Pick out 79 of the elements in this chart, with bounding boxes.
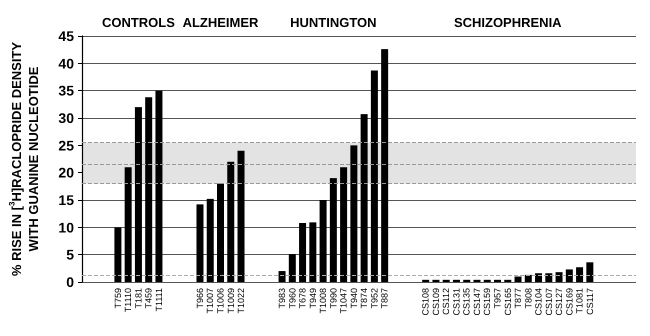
bar [196, 204, 204, 282]
bar [360, 114, 368, 282]
y-tick-label: 30 [58, 110, 74, 126]
x-tick-label: CS112 [441, 288, 452, 315]
bar [278, 271, 286, 282]
bar [206, 198, 214, 282]
x-tick-label: T957 [492, 288, 502, 309]
bar [299, 222, 306, 282]
x-tick-label: CS147 [472, 288, 482, 316]
x-tick-label: T952 [369, 288, 380, 309]
x-tick-label: CS109 [430, 288, 441, 316]
x-tick-label: T759 [112, 288, 123, 309]
x-tick-label: CS117 [584, 288, 595, 315]
bar [217, 184, 224, 282]
x-tick-label: CS104 [534, 288, 544, 316]
bar [350, 145, 358, 282]
bar [227, 162, 234, 282]
x-tick-label: T990 [328, 288, 338, 309]
x-tick-label: T1009 [226, 288, 236, 314]
x-tick-label: T1110 [123, 288, 134, 312]
x-tick-label: CS169 [564, 288, 574, 316]
y-tick-label: 10 [58, 219, 74, 236]
x-tick-label: CS131 [451, 288, 462, 316]
y-tick-label: 15 [58, 192, 74, 208]
bar [524, 274, 532, 282]
x-tick-label: CS108 [420, 288, 431, 316]
bar [381, 49, 388, 282]
bar [114, 227, 122, 282]
bar [288, 254, 296, 282]
bar [309, 222, 316, 282]
y-tick-label: 20 [58, 164, 74, 181]
x-tick-label: T1008 [318, 288, 328, 314]
bar [370, 70, 378, 282]
x-tick-label: T1081 [574, 288, 585, 314]
x-tick-label: T983 [277, 288, 288, 309]
y-tick-label: 45 [58, 28, 74, 44]
y-tick-label: 25 [58, 137, 74, 154]
x-tick-label: CS165 [502, 288, 513, 316]
x-tick-label: T966 [194, 288, 205, 309]
text: SCHIZOPHRENIA [454, 15, 562, 30]
y-tick-label: 35 [58, 82, 74, 99]
x-tick-label: T678 [298, 288, 308, 309]
y-tick-label: 5 [66, 246, 74, 263]
text: CONTROLS [102, 15, 176, 30]
x-tick-label: T181 [133, 288, 144, 309]
bar [320, 200, 327, 282]
bar [566, 269, 573, 282]
x-tick-label: T1007 [205, 288, 216, 314]
x-tick-label: T877 [513, 288, 524, 309]
x-tick-label: T1006 [216, 288, 226, 314]
x-tick-label: T1047 [338, 288, 349, 314]
bar [145, 97, 152, 282]
bar [330, 178, 337, 282]
x-tick-label: T960 [287, 288, 298, 309]
x-tick-label: CS107 [544, 288, 554, 316]
x-tick-label: T887 [380, 288, 390, 309]
bar [155, 90, 162, 282]
x-tick-label: T1022 [236, 288, 246, 314]
y-tick-label: 0 [66, 274, 74, 290]
x-tick-label: T874 [359, 288, 370, 309]
x-tick-label: CS135 [462, 288, 472, 316]
text: HUNTINGTON [290, 15, 377, 30]
x-tick-label: T1111 [154, 288, 164, 312]
bar [576, 267, 584, 282]
x-tick-label: T949 [308, 288, 318, 309]
x-tick-label: T459 [144, 288, 154, 309]
text: ALZHEIMER [182, 15, 260, 30]
bar [514, 276, 522, 282]
bar [124, 167, 132, 282]
x-tick-label: CS159 [482, 288, 492, 316]
x-tick-label: T808 [523, 288, 534, 309]
y-tick-label: 40 [58, 55, 74, 72]
bar [586, 262, 594, 282]
x-tick-label: T940 [348, 288, 359, 309]
bar [238, 150, 245, 282]
bar [556, 272, 563, 282]
bar [340, 167, 348, 282]
x-tick-label: CS127 [554, 288, 564, 316]
bar [134, 107, 142, 282]
